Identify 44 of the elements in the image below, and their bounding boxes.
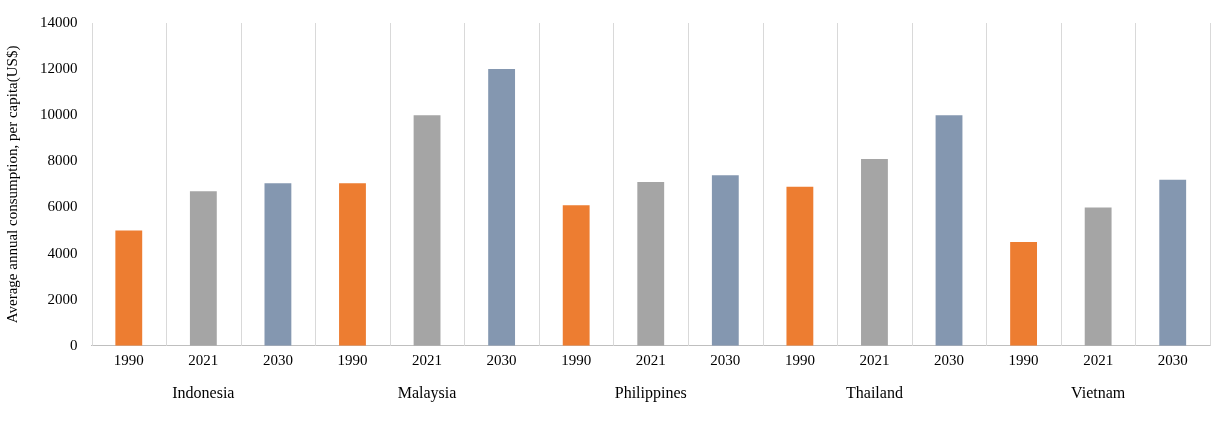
text: 2021 xyxy=(1083,352,1114,369)
bar xyxy=(1159,179,1187,346)
bar xyxy=(711,175,739,346)
bar xyxy=(935,115,963,346)
text: 2021 xyxy=(412,352,443,369)
x-tick-label: Vietnam xyxy=(1071,383,1126,401)
text: 2021 xyxy=(188,352,219,369)
text: 1990 xyxy=(1008,352,1039,369)
x-tick-label: Indonesia xyxy=(172,383,235,401)
y-axis-title: Average annual consumption, per capita(US$) xyxy=(3,45,21,324)
bar xyxy=(339,183,366,346)
bar xyxy=(115,230,143,346)
text: 1990 xyxy=(337,352,368,369)
text: 1990 xyxy=(784,352,815,369)
bar xyxy=(637,182,665,346)
text: 2030 xyxy=(486,352,517,369)
series-label: 2030 xyxy=(710,352,741,369)
text: 2021 xyxy=(635,352,666,369)
y-tick-label: 0 xyxy=(70,336,78,353)
series-label: 1990 xyxy=(561,352,592,369)
y-tick-label: 12000 xyxy=(40,60,78,77)
bar xyxy=(786,186,814,346)
text: 1990 xyxy=(113,352,144,369)
bar xyxy=(189,191,217,346)
y-tick-label: 4000 xyxy=(47,244,78,261)
y-tick-label: 2000 xyxy=(47,290,78,307)
bar xyxy=(413,115,441,346)
bar xyxy=(1010,242,1038,346)
text: 2030 xyxy=(262,352,293,369)
bar xyxy=(562,205,590,346)
y-tick-label: 8000 xyxy=(47,152,78,169)
series-label: 2021 xyxy=(859,352,890,369)
x-tick-label: Malaysia xyxy=(397,383,457,402)
x-tick-label: Philippines xyxy=(614,383,687,402)
bar xyxy=(264,183,292,346)
bar xyxy=(1084,207,1112,346)
bar xyxy=(488,69,516,346)
y-tick-label: 10000 xyxy=(40,106,78,123)
y-tick-label: 6000 xyxy=(47,198,78,215)
bar xyxy=(861,159,888,346)
text: 2030 xyxy=(934,352,965,369)
y-tick-label: 14000 xyxy=(40,13,78,30)
x-tick-label: Thailand xyxy=(846,383,903,401)
text: 2030 xyxy=(1157,352,1188,369)
